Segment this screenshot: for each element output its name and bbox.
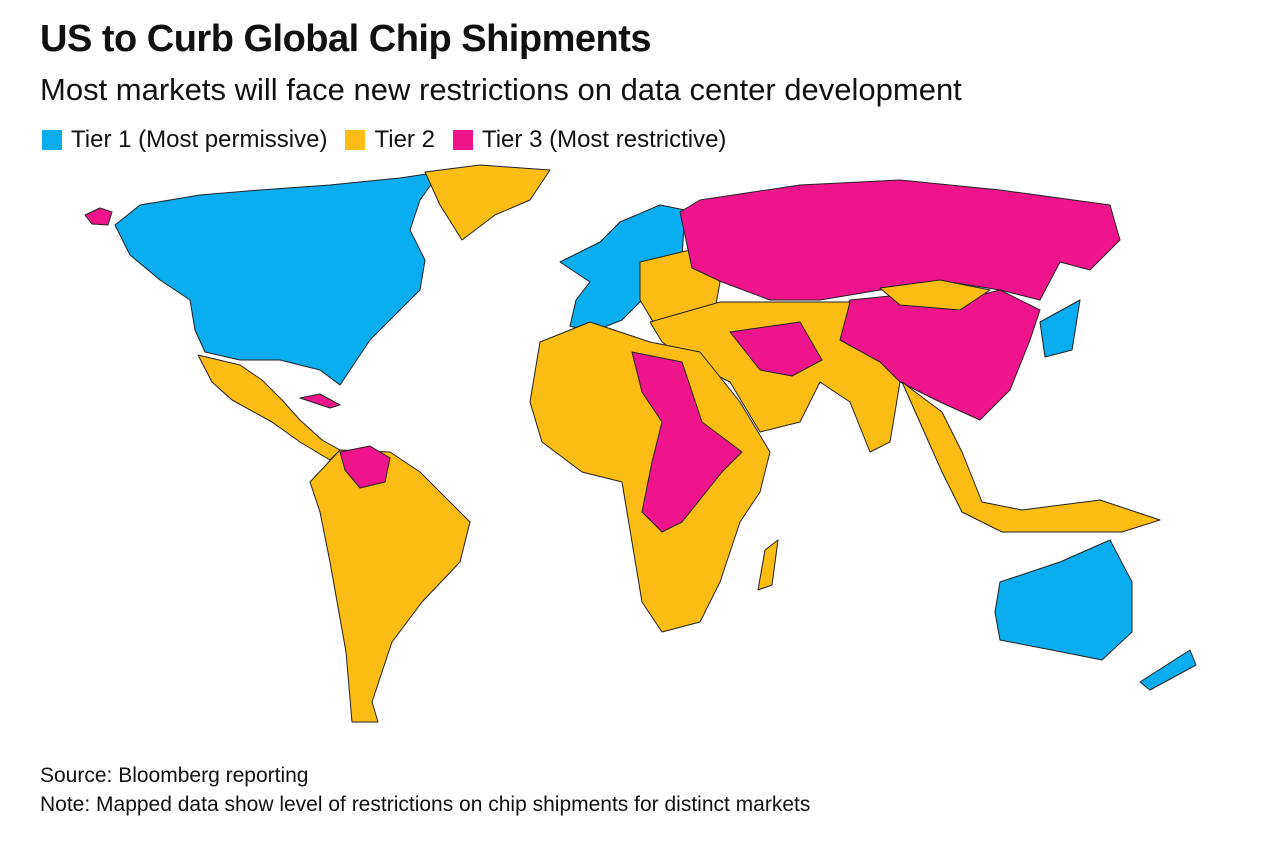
chart-title: US to Curb Global Chip Shipments	[40, 18, 652, 60]
region-chukotka	[84, 207, 113, 226]
legend-item-tier2: Tier 2	[345, 126, 435, 154]
region-greenland	[424, 164, 551, 241]
region-central-africa	[631, 351, 743, 533]
region-mexico-central-america	[197, 354, 341, 461]
chart-subtitle: Most markets will face new restrictions …	[40, 72, 962, 107]
region-australia	[994, 539, 1133, 661]
region-new-zealand	[1139, 649, 1197, 691]
region-north-america	[114, 171, 441, 386]
legend-swatch-tier2	[345, 130, 366, 150]
legend-label-tier2: Tier 2	[374, 126, 435, 153]
legend-swatch-tier3	[452, 130, 473, 150]
legend-item-tier3: Tier 3 (Most restrictive)	[452, 126, 727, 154]
region-iran-afghanistan	[729, 321, 823, 377]
legend-label-tier3: Tier 3 (Most restrictive)	[481, 126, 727, 153]
region-venezuela	[339, 445, 391, 489]
footnote: Note: Mapped data show level of restrict…	[40, 793, 811, 816]
source-note: Source: Bloomberg reporting	[40, 764, 309, 787]
region-madagascar	[757, 539, 779, 591]
legend-swatch-tier1	[42, 130, 62, 150]
region-japan-korea	[1039, 299, 1081, 358]
legend-item-tier1: Tier 1 (Most permissive)	[42, 126, 327, 154]
legend-label-tier1: Tier 1 (Most permissive)	[71, 126, 328, 153]
region-mongolia	[879, 279, 991, 311]
region-southeast-asia	[901, 381, 1161, 533]
region-cuba	[299, 393, 341, 409]
legend: Tier 1 (Most permissive) Tier 2 Tier 3 (…	[42, 126, 726, 154]
region-south-america	[309, 449, 471, 723]
region-russia	[679, 179, 1121, 301]
